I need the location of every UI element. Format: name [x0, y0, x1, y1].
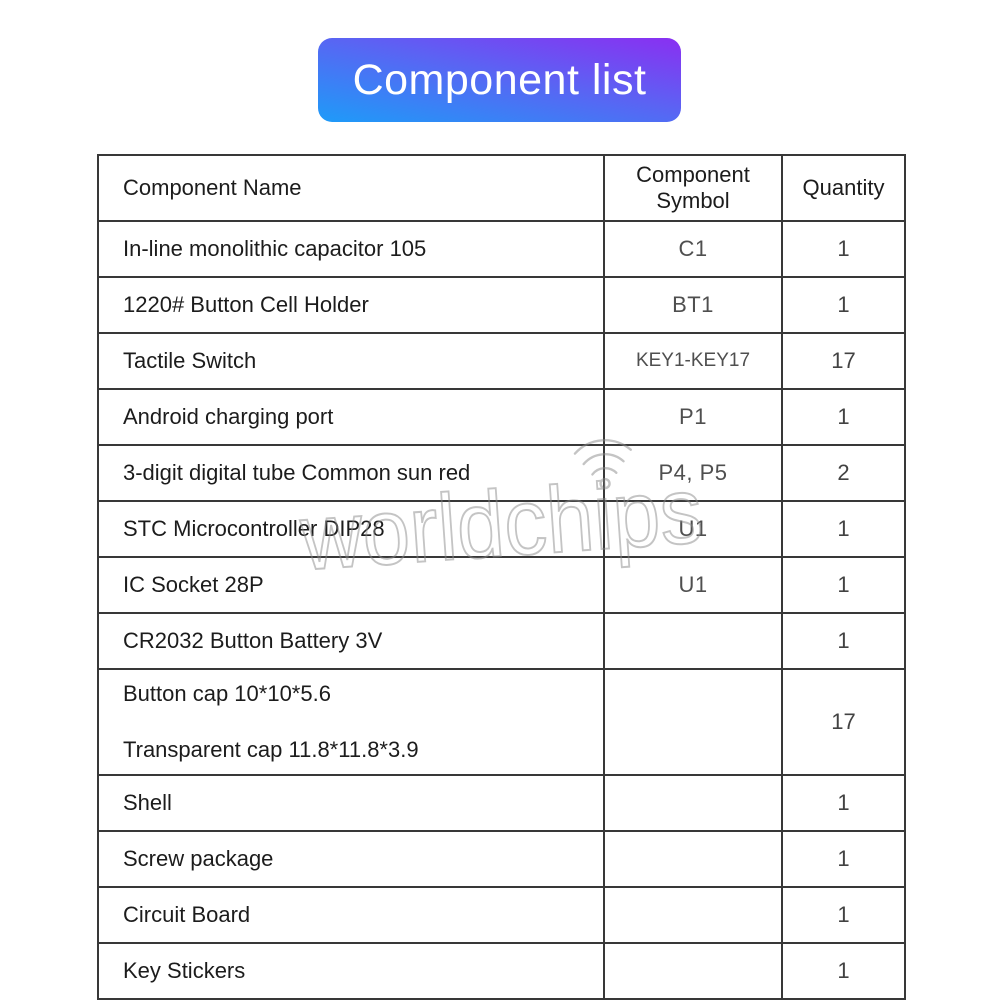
component-name-text: Tactile Switch — [123, 347, 257, 373]
component-symbol-cell: P4, P5 — [603, 444, 783, 502]
component-name-cell: Circuit Board — [97, 886, 605, 944]
table-row: Button cap 10*10*5.6 Transparent cap 11.8… — [97, 668, 906, 776]
title-banner: Component list — [318, 38, 681, 122]
table-row: IC Socket 28P U1 1 — [97, 556, 906, 614]
component-table: Component Name Component Symbol Quantity… — [97, 154, 906, 1000]
component-name-text: 3-digit digital tube Common sun red — [123, 459, 471, 485]
component-symbol-cell — [603, 612, 783, 670]
component-symbol-cell — [603, 942, 783, 1000]
quantity-cell: 1 — [781, 276, 906, 334]
component-symbol-cell — [603, 668, 783, 776]
quantity-cell: 1 — [781, 612, 906, 670]
table-row: 1220# Button Cell Holder BT1 1 — [97, 276, 906, 334]
component-symbol-cell — [603, 886, 783, 944]
component-symbol-cell: P1 — [603, 388, 783, 446]
table-row: Circuit Board 1 — [97, 886, 906, 944]
component-symbol-cell: U1 — [603, 500, 783, 558]
component-name-cell: Screw package — [97, 830, 605, 888]
quantity-cell: 1 — [781, 500, 906, 558]
component-name-cell: In-line monolithic capacitor 105 — [97, 220, 605, 278]
component-name-text: STC Microcontroller DIP28 — [123, 515, 385, 541]
table-row: Shell 1 — [97, 774, 906, 832]
quantity-cell: 1 — [781, 886, 906, 944]
component-name-cell: Android charging port — [97, 388, 605, 446]
component-name-text: Shell — [123, 789, 172, 815]
component-symbol-cell: KEY1-KEY17 — [603, 332, 783, 390]
component-symbol-cell: BT1 — [603, 276, 783, 334]
component-name-text: Android charging port — [123, 403, 334, 429]
component-symbol-cell — [603, 830, 783, 888]
component-name-cell: IC Socket 28P — [97, 556, 605, 614]
page-title: Component list — [352, 55, 647, 104]
table-row: Screw package 1 — [97, 830, 906, 888]
quantity-cell: 1 — [781, 830, 906, 888]
component-name-cell: 1220# Button Cell Holder — [97, 276, 605, 334]
component-name-text: Button cap 10*10*5.6 — [123, 680, 331, 706]
quantity-cell: 2 — [781, 444, 906, 502]
table-row: Tactile Switch KEY1-KEY17 17 — [97, 332, 906, 390]
table-row: Key Stickers 1 — [97, 942, 906, 1000]
quantity-cell: 1 — [781, 220, 906, 278]
component-name-text: Circuit Board — [123, 901, 251, 927]
column-header-component-symbol: Component Symbol — [603, 154, 783, 222]
table-row: CR2032 Button Battery 3V 1 — [97, 612, 906, 670]
header-row: Component Name Component Symbol Quantity — [97, 154, 906, 222]
component-name-cell: Key Stickers — [97, 942, 605, 1000]
component-symbol-cell — [603, 774, 783, 832]
table-row: Android charging port P1 1 — [97, 388, 906, 446]
component-name-cell: Button cap 10*10*5.6 Transparent cap 11.8… — [97, 668, 605, 776]
table-row: 3-digit digital tube Common sun red P4, P… — [97, 444, 906, 502]
quantity-cell: 1 — [781, 774, 906, 832]
component-symbol-cell: U1 — [603, 556, 783, 614]
column-header-quantity: Quantity — [781, 154, 906, 222]
component-name-cell: Tactile Switch — [97, 332, 605, 390]
component-name-cell: 3-digit digital tube Common sun red — [97, 444, 605, 502]
quantity-cell: 17 — [781, 332, 906, 390]
component-name-text: CR2032 Button Battery 3V — [123, 627, 383, 653]
table-row: In-line monolithic capacitor 105 C1 1 — [97, 220, 906, 278]
table-body: In-line monolithic capacitor 105 C1 1 1220#… — [97, 220, 906, 1000]
component-name-text: Screw package — [123, 845, 274, 871]
component-name-text: In-line monolithic capacitor 105 — [123, 235, 427, 261]
component-name-text: IC Socket 28P — [123, 571, 264, 597]
quantity-cell: 17 — [781, 668, 906, 776]
component-name-cell: STC Microcontroller DIP28 — [97, 500, 605, 558]
component-name-cell: CR2032 Button Battery 3V — [97, 612, 605, 670]
quantity-cell: 1 — [781, 556, 906, 614]
component-name-cell: Shell — [97, 774, 605, 832]
component-name-text: Key Stickers — [123, 957, 246, 983]
component-name-text: Transparent cap 11.8*11.8*3.9 — [123, 737, 419, 762]
component-name-text: 1220# Button Cell Holder — [123, 291, 369, 317]
table-row: STC Microcontroller DIP28 U1 1 — [97, 500, 906, 558]
column-header-component-name: Component Name — [97, 154, 605, 222]
component-symbol-cell: C1 — [603, 220, 783, 278]
quantity-cell: 1 — [781, 388, 906, 446]
quantity-cell: 1 — [781, 942, 906, 1000]
